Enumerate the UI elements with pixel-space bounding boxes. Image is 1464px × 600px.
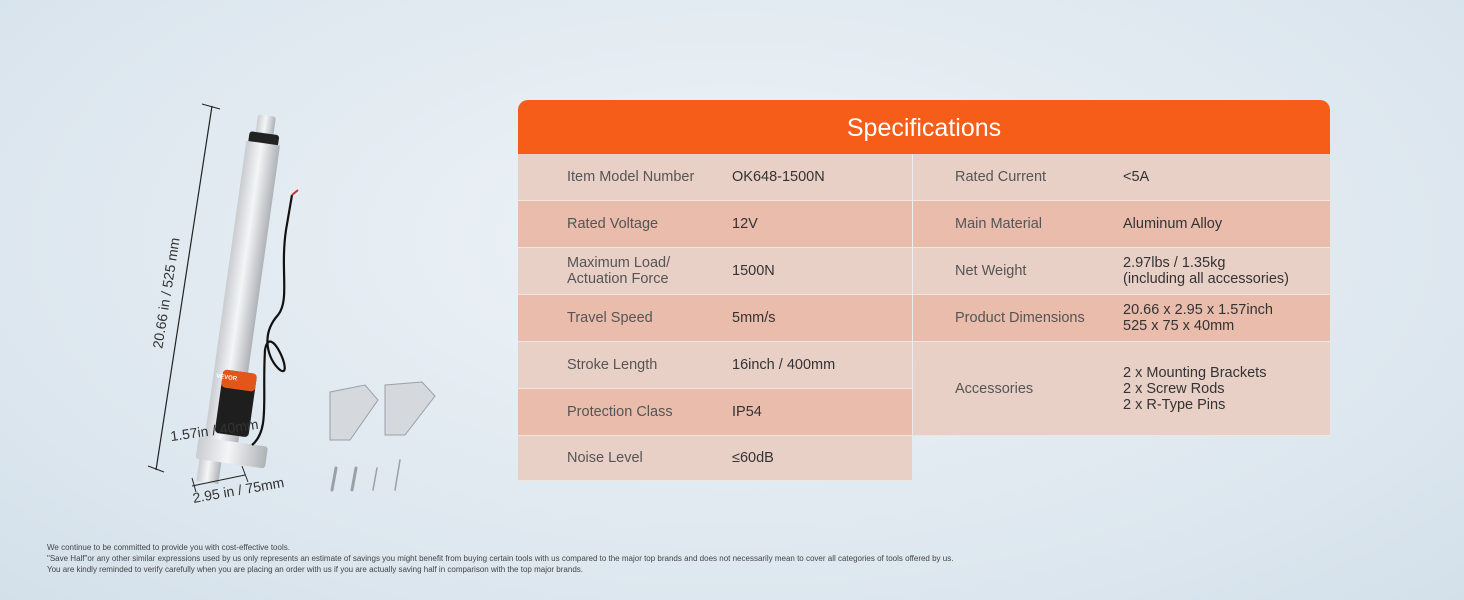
spec-label: Rated Voltage [567, 216, 659, 232]
spec-value: 2 x Mounting Brackets 2 x Screw Rods 2 x R… [1123, 364, 1267, 413]
spec-label: Rated Current [955, 169, 1047, 185]
disclaimer-line: We continue to be committed to provide y… [47, 543, 290, 552]
spec-row: Travel Speed 5mm/s [518, 295, 912, 342]
spec-label: Accessories [955, 380, 1034, 397]
spec-value: Aluminum Alloy [1123, 216, 1223, 232]
spec-label: Travel Speed [567, 310, 653, 326]
spec-row: Stroke Length 16inch / 400mm [518, 342, 912, 389]
spec-label: Item Model Number [567, 169, 695, 185]
specifications-title: Specifications [518, 100, 1330, 154]
spec-value: 5mm/s [732, 310, 776, 326]
disclaimer-line: You are kindly reminded to verify carefu… [47, 565, 583, 574]
spec-row: Protection Class IP54 [518, 389, 912, 436]
spec-value: 16inch / 400mm [732, 357, 836, 373]
spec-row: Item Model Number OK648-1500N [518, 154, 912, 201]
spec-label: Protection Class [567, 404, 673, 420]
spec-label: Noise Level [567, 450, 643, 466]
disclaimer-line: "Save Half"or any other similar expressi… [47, 554, 954, 563]
spec-label: Stroke Length [567, 357, 658, 373]
spec-value: 1500N [732, 263, 775, 279]
spec-value: 2.97lbs / 1.35kg (including all accessori… [1123, 255, 1290, 287]
spec-row: Maximum Load/Actuation Force 1500N [518, 248, 912, 295]
spec-row: Rated Current <5A [913, 154, 1330, 201]
spec-value: OK648-1500N [732, 169, 825, 185]
spec-row: Accessories 2 x Mounting Brackets 2 x Scre… [913, 342, 1330, 436]
spec-value: 20.66 x 2.95 x 1.57inch 525 x 75 x 40mm [1123, 302, 1273, 334]
spec-label: Maximum Load/Actuation Force [567, 255, 671, 287]
specifications-table: Specifications Item Model Number OK648-15… [518, 100, 1330, 481]
disclaimer: We continue to be committed to provide y… [47, 542, 953, 575]
spec-value: ≤60dB [732, 450, 774, 466]
spec-row: Noise Level ≤60dB [518, 436, 912, 481]
spec-row: Main Material Aluminum Alloy [913, 201, 1330, 248]
spec-label: Main Material [955, 216, 1043, 232]
product-image: 20.66 in / 525 mm 1.57in / 40mm 2.95 in … [140, 100, 460, 520]
spec-value: <5A [1123, 169, 1150, 185]
spec-row: Product Dimensions 20.66 x 2.95 x 1.57inc… [913, 295, 1330, 342]
spec-label: Product Dimensions [955, 310, 1085, 326]
spec-value: IP54 [732, 404, 762, 420]
linear-actuator-illustration [147, 103, 436, 493]
spec-row: Net Weight 2.97lbs / 1.35kg (including all… [913, 248, 1330, 295]
spec-value: 12V [732, 216, 758, 232]
spec-label: Net Weight [955, 263, 1027, 279]
spec-row: Rated Voltage 12V [518, 201, 912, 248]
